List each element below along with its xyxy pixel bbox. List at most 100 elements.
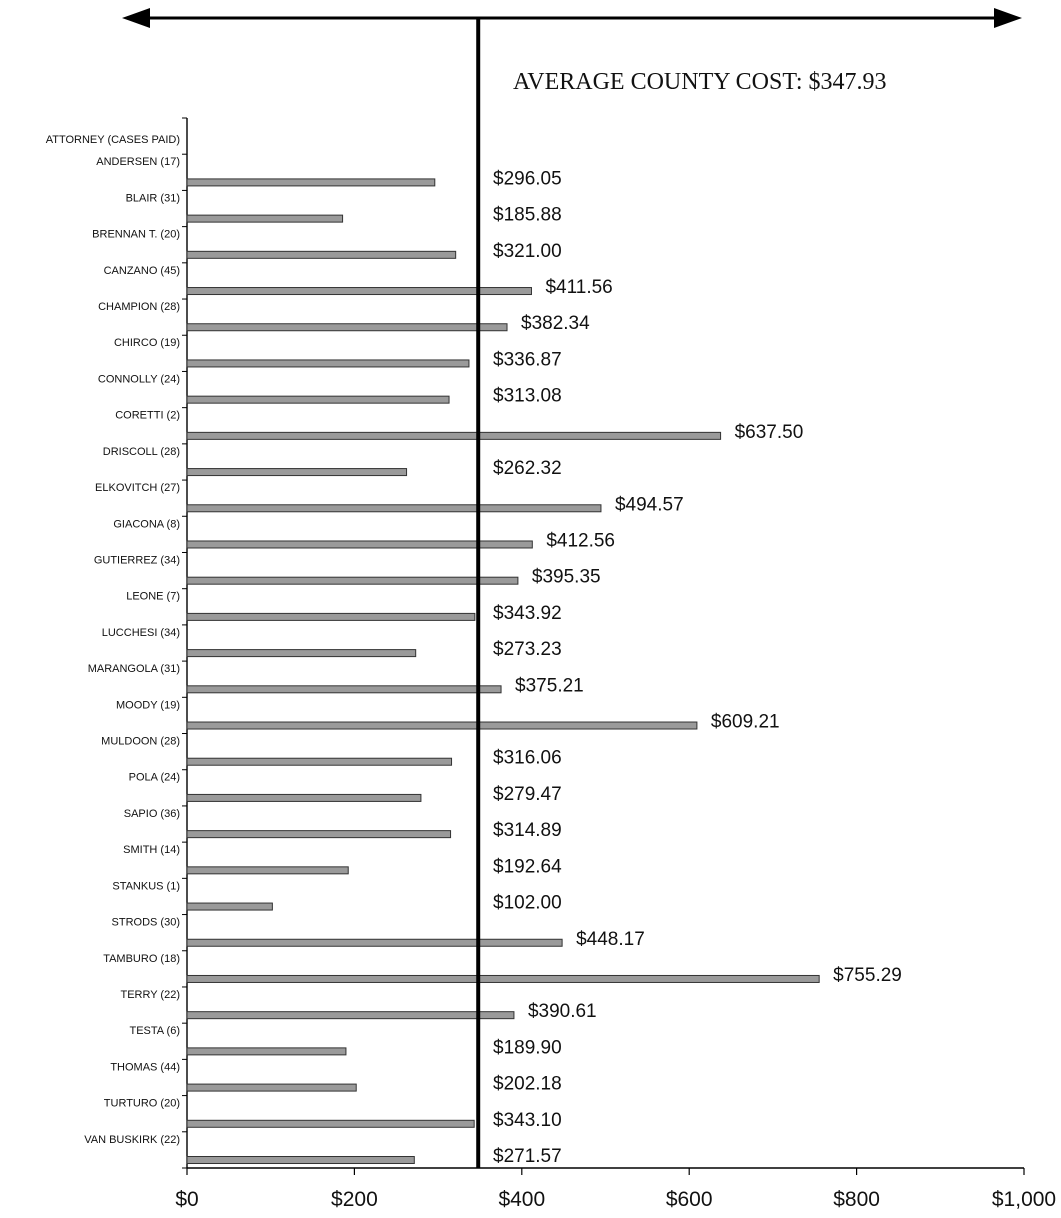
value-label: $382.34: [521, 313, 590, 334]
value-label: $395.35: [532, 567, 601, 588]
bar: [186, 649, 417, 658]
bar: [186, 830, 452, 839]
category-label: TAMBURO (18): [103, 953, 180, 965]
bar: [186, 214, 344, 223]
category-label: BRENNAN T. (20): [92, 229, 180, 241]
category-label: ELKOVITCH (27): [95, 482, 180, 494]
bar: [186, 938, 563, 947]
value-label: $262.32: [493, 458, 562, 479]
bar: [186, 576, 519, 585]
value-label: $296.05: [493, 168, 562, 189]
value-label: $316.06: [493, 748, 562, 769]
category-label: MOODY (19): [116, 699, 180, 711]
bar: [186, 612, 476, 621]
bar: [186, 540, 533, 549]
bar: [186, 504, 602, 513]
bar: [186, 178, 436, 187]
category-label: CHAMPION (28): [98, 301, 180, 313]
category-label: TESTA (6): [129, 1025, 180, 1037]
value-label: $637.50: [735, 422, 804, 443]
top-arrow-right-head: [994, 8, 1022, 28]
category-label: POLA (24): [129, 772, 180, 784]
category-label: THOMAS (44): [110, 1061, 180, 1073]
bar: [186, 1083, 357, 1092]
value-label: $390.61: [528, 1001, 597, 1022]
bar: [186, 1156, 415, 1164]
category-labels: ANDERSEN (17) BLAIR (31) BRENNAN T. (20) CA…: [84, 156, 180, 1146]
value-label: $271.57: [493, 1146, 562, 1167]
value-label: $494.57: [615, 494, 684, 515]
value-label: $314.89: [493, 820, 562, 841]
category-label: ANDERSEN (17): [96, 156, 180, 168]
category-label: CANZANO (45): [104, 265, 180, 277]
bar: [186, 685, 502, 694]
value-labels: $296.05 $185.88 $321.00 $411.56 $382.34 $336.…: [493, 168, 902, 1167]
value-label: $273.23: [493, 639, 562, 660]
category-label: STRODS (30): [112, 917, 180, 929]
bar: [186, 757, 453, 766]
x-tick-label: $0: [175, 1188, 198, 1211]
value-label: $321.00: [493, 241, 562, 262]
category-label: LEONE (7): [126, 591, 180, 603]
bar: [186, 1119, 475, 1128]
value-label: $412.56: [546, 530, 615, 551]
value-label: $202.18: [493, 1074, 562, 1095]
value-label: $375.21: [515, 675, 584, 696]
bars: [186, 178, 820, 1164]
bar: [186, 1011, 515, 1020]
bar: [186, 287, 532, 296]
value-label: $336.87: [493, 349, 562, 370]
x-tick-label: $200: [331, 1188, 378, 1211]
value-label: $313.08: [493, 386, 562, 407]
bar: [186, 468, 408, 477]
value-label: $448.17: [576, 929, 645, 950]
value-label: $343.10: [493, 1110, 562, 1131]
category-label: STANKUS (1): [112, 880, 180, 892]
bar: [186, 395, 450, 404]
value-label: $343.92: [493, 603, 562, 624]
bar: [186, 431, 722, 440]
category-label: SAPIO (36): [124, 808, 180, 820]
category-label: MULDOON (28): [101, 736, 180, 748]
bar: [186, 866, 349, 875]
bar: [186, 250, 457, 259]
value-label: $411.56: [545, 277, 612, 298]
x-tick-label: $1,000: [992, 1188, 1056, 1211]
category-label: VAN BUSKIRK (22): [84, 1134, 180, 1146]
category-label: TERRY (22): [120, 989, 180, 1001]
value-label: $609.21: [711, 712, 780, 733]
bar: [186, 359, 470, 368]
bar: [186, 721, 698, 730]
category-label: TURTURO (20): [104, 1098, 180, 1110]
category-label: GUTIERREZ (34): [94, 554, 180, 566]
bar: [186, 902, 273, 911]
bar: [186, 1047, 347, 1056]
category-label: LUCCHESI (34): [102, 627, 180, 639]
value-label: $192.64: [493, 856, 562, 877]
value-label: $102.00: [493, 893, 562, 914]
bar: [186, 323, 508, 332]
category-label: SMITH (14): [123, 844, 180, 856]
category-label: GIACONA (8): [113, 518, 180, 530]
x-tick-label: $400: [498, 1188, 545, 1211]
top-arrow: [122, 8, 1022, 28]
bar: [186, 974, 820, 983]
category-header-label: ATTORNEY (CASES PAID): [46, 134, 180, 146]
value-label: $755.29: [833, 965, 902, 986]
category-label: BLAIR (31): [126, 192, 180, 204]
category-label: CORETTI (2): [115, 410, 180, 422]
x-tick-label: $800: [833, 1188, 880, 1211]
top-arrow-left-head: [122, 8, 150, 28]
category-label: MARANGOLA (31): [88, 663, 180, 675]
average-cost-label: AVERAGE COUNTY COST: $347.93: [513, 69, 887, 95]
category-label: CHIRCO (19): [114, 337, 180, 349]
value-label: $185.88: [493, 205, 562, 226]
value-label: $279.47: [493, 784, 562, 805]
x-tick-label: $600: [666, 1188, 713, 1211]
y-axis-ticks: [182, 117, 187, 1169]
value-label: $189.90: [493, 1037, 562, 1058]
bar: [186, 793, 422, 802]
x-axis-ticks: $0 $200 $400 $600 $800 $1,000: [175, 1168, 1056, 1211]
category-label: CONNOLLY (24): [98, 373, 180, 385]
